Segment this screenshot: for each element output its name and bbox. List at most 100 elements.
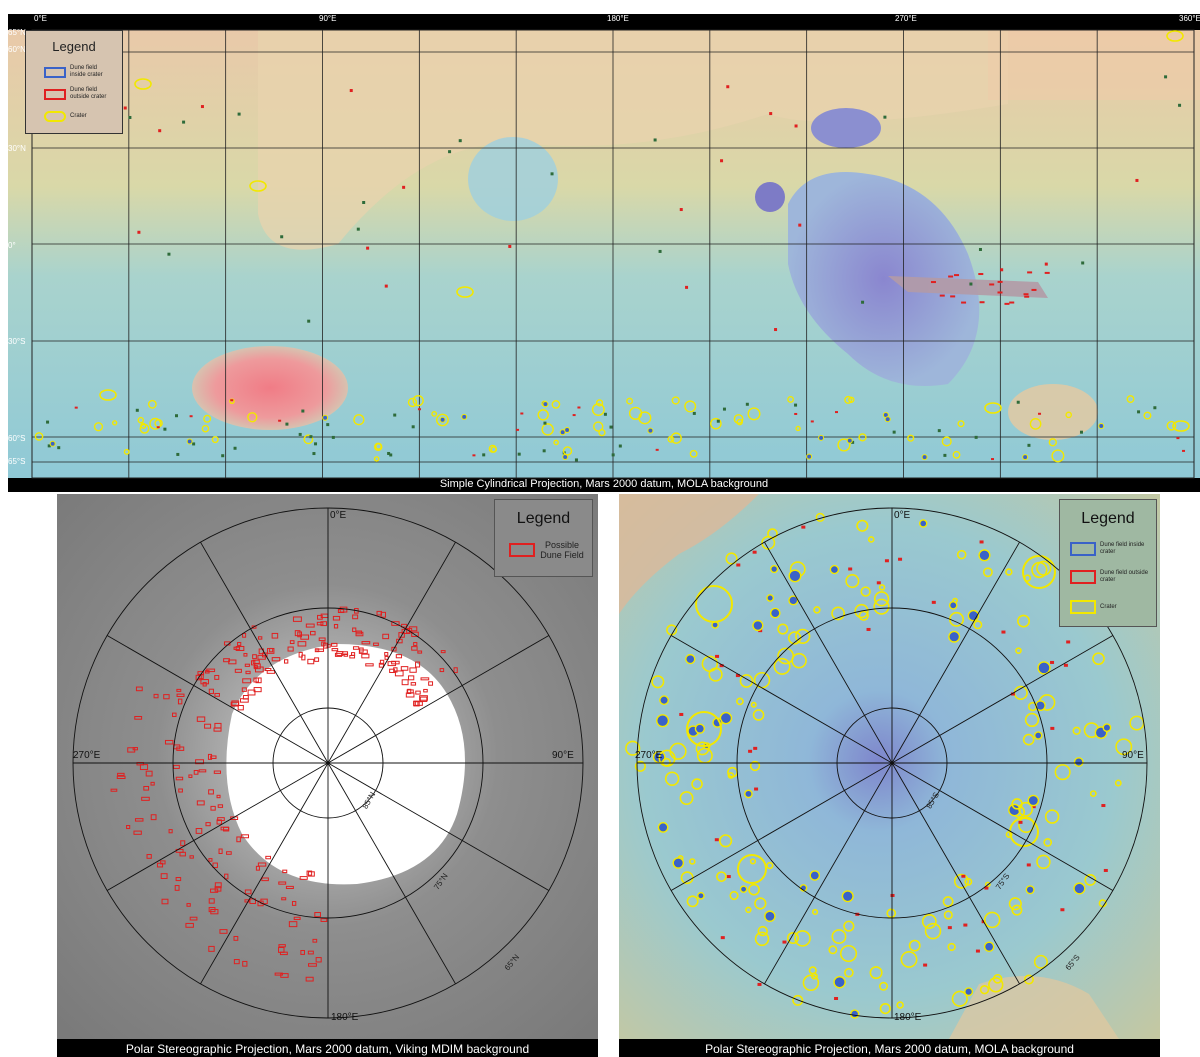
- south-legend-label-outside: Dune field outside crater: [1100, 570, 1149, 583]
- dune-outside-marker: [890, 893, 895, 897]
- crater-marker: [249, 180, 267, 192]
- crater-marker: [843, 920, 855, 932]
- south-meridian: [670, 762, 893, 891]
- dune-field-outline: [282, 869, 288, 874]
- dune-field-outline: [285, 885, 294, 890]
- elysium-rise: [468, 137, 558, 221]
- dune-field-outline: [407, 675, 415, 681]
- dune-field-outline: [233, 959, 240, 965]
- dune-inside-marker: [744, 789, 753, 799]
- crater-marker: [671, 396, 680, 405]
- dune-marker: [685, 285, 689, 289]
- crater-marker: [733, 414, 744, 424]
- crater-marker: [562, 446, 573, 456]
- dune-outside-marker: [1044, 271, 1050, 274]
- crater-marker: [953, 873, 969, 889]
- dune-field-outline: [252, 659, 260, 664]
- dune-field-outline: [391, 646, 397, 652]
- crater-marker: [873, 598, 890, 615]
- crater-marker: [247, 412, 258, 423]
- lon-label-270: 270°E: [895, 14, 917, 23]
- dune-outside-marker: [979, 540, 984, 544]
- dune-outside-marker: [1038, 412, 1042, 415]
- dune-field-outline: [172, 712, 177, 718]
- crater-marker: [684, 400, 697, 413]
- dune-field-outline: [420, 677, 430, 681]
- lat-label-60n: 60°N: [8, 45, 26, 54]
- crater-marker: [99, 389, 117, 401]
- dune-marker: [128, 115, 132, 119]
- dune-field-outline: [210, 805, 216, 811]
- crater-marker: [979, 985, 990, 995]
- dune-inside-marker: [766, 594, 775, 602]
- dune-field-outline: [382, 633, 390, 640]
- south-meridian: [764, 541, 893, 764]
- dune-marker: [861, 300, 865, 304]
- crater-marker: [718, 834, 733, 848]
- crater-marker: [1172, 420, 1190, 432]
- north-legend-title: Legend: [516, 510, 571, 527]
- crater-marker: [957, 420, 965, 428]
- crater-marker: [982, 567, 993, 578]
- crater-marker: [1143, 411, 1152, 420]
- dune-field-outline: [206, 668, 216, 673]
- dune-field-outline: [453, 667, 458, 674]
- crater-marker: [921, 914, 937, 929]
- crater-marker: [858, 610, 869, 621]
- dune-field-outline: [310, 630, 316, 636]
- dune-inside-marker: [918, 519, 928, 528]
- crater-marker: [1011, 798, 1023, 810]
- dune-field-outline: [145, 770, 153, 777]
- dune-field-outline: [161, 898, 169, 905]
- cyl-legend-label-crater: Crater: [70, 113, 87, 119]
- crater-marker: [878, 981, 889, 991]
- crater-marker: [1036, 854, 1051, 870]
- dune-inside-marker: [564, 426, 571, 433]
- lon-label-180: 180°E: [607, 14, 629, 23]
- dune-field-outline: [255, 865, 260, 871]
- dune-outside-marker: [963, 923, 968, 927]
- dune-field-outline: [224, 873, 229, 880]
- cylindrical-map-panel: 0°E 90°E 180°E 270°E 360°E 65°N 60°N 30°…: [8, 14, 1200, 492]
- dune-marker: [653, 138, 657, 142]
- dune-outside-marker: [948, 275, 954, 278]
- south-swatch-yellow: [1070, 600, 1096, 614]
- crater-marker: [134, 78, 152, 90]
- dune-outside-marker: [997, 280, 1003, 283]
- crater-marker: [661, 757, 671, 767]
- dune-field-outline: [326, 644, 331, 648]
- south-swatch-red: [1070, 570, 1096, 584]
- dune-field-outline: [214, 692, 220, 697]
- dune-field-outline: [299, 876, 308, 880]
- dune-outside-marker: [278, 419, 282, 422]
- dune-marker: [618, 444, 622, 448]
- dune-marker: [937, 429, 941, 433]
- dune-marker: [716, 419, 720, 423]
- dune-outside-marker: [1050, 726, 1055, 730]
- crater-marker: [739, 674, 754, 688]
- crater-marker: [593, 421, 604, 432]
- dune-field-outline: [139, 764, 149, 771]
- cyl-swatch-yellow: [44, 111, 66, 122]
- dune-field-outline: [236, 836, 241, 843]
- dune-inside-marker: [697, 891, 705, 900]
- crater-marker: [456, 286, 474, 298]
- crater-marker: [1166, 30, 1184, 42]
- northern-highlands: [988, 30, 1200, 100]
- dune-field-outline: [331, 648, 339, 652]
- dune-field-outline: [244, 889, 252, 895]
- dune-marker: [200, 105, 204, 109]
- cyl-legend-item-crater: Crater: [44, 111, 87, 122]
- north-meridian: [200, 762, 329, 985]
- dune-outside-marker: [950, 295, 956, 298]
- cyl-caption: Simple Cylindrical Projection, Mars 2000…: [439, 478, 769, 490]
- crater-marker: [1166, 420, 1177, 431]
- dune-field-outline: [384, 655, 389, 660]
- dune-field-outline: [208, 945, 215, 952]
- dune-marker: [307, 319, 311, 323]
- dune-inside-marker: [948, 601, 958, 610]
- dune-outside-marker: [810, 420, 814, 423]
- lat-label-65n: 65°N: [8, 28, 26, 37]
- dune-marker: [393, 413, 397, 417]
- dune-outside-marker: [989, 283, 995, 286]
